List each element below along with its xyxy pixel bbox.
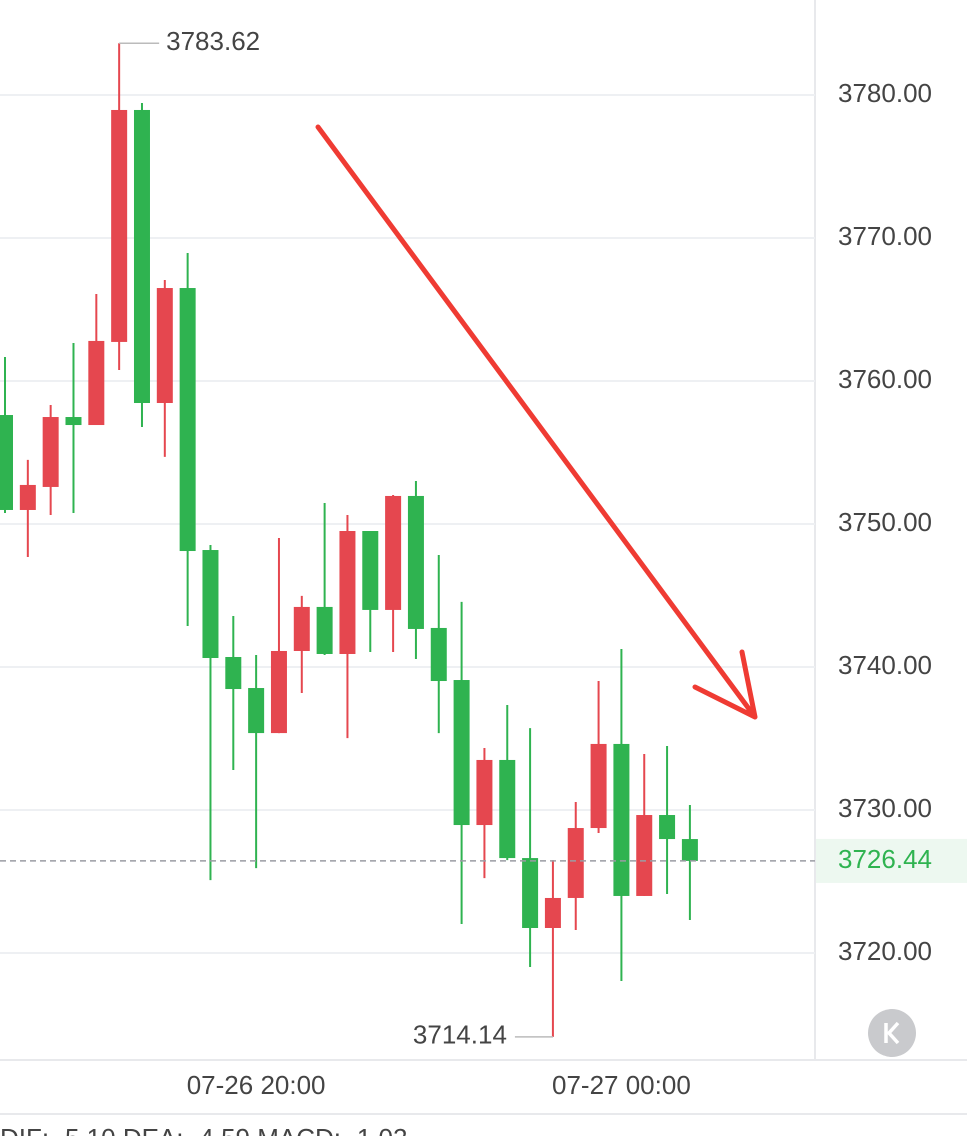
grid: 3720.00 3730.00 3740.00 3750.00 3760.00 3770.… (0, 78, 932, 1100)
candle-body (544, 897, 561, 929)
candles: 3726.44 3783.62 3714.14 (0, 26, 967, 1050)
y-tick-label: 3720.00 (838, 936, 932, 966)
candle-body (659, 815, 676, 840)
candle-body (248, 688, 265, 734)
candle-body (453, 680, 470, 826)
x-tick-label: 07-27 00:00 (552, 1070, 691, 1100)
y-tick-label: 3740.00 (838, 650, 932, 680)
candle-body (42, 417, 59, 487)
candle-body (316, 606, 333, 654)
candle-body (636, 815, 653, 896)
candle-body (88, 340, 105, 426)
candle-body (156, 288, 173, 404)
low-label: 3714.14 (413, 1020, 507, 1050)
candle-body (0, 415, 13, 510)
candle-body (179, 288, 196, 552)
candle-body (385, 495, 402, 610)
y-tick-label: 3770.00 (838, 221, 932, 251)
scroll-icon (884, 1021, 900, 1045)
candle-body (407, 495, 424, 629)
candle-body (202, 550, 219, 658)
candle-body (293, 606, 310, 651)
y-tick-label: 3750.00 (838, 507, 932, 537)
candle-body (567, 828, 584, 898)
last-price-box (816, 838, 967, 883)
candle-body (19, 484, 36, 510)
candle-body (270, 650, 287, 734)
candle-body (476, 759, 493, 826)
candle-body (681, 839, 698, 861)
high-label: 3783.62 (166, 26, 260, 56)
last-price-label: 3726.44 (838, 844, 932, 874)
candle-body (613, 743, 630, 896)
candle-body (522, 858, 539, 929)
candle-body (339, 531, 356, 654)
candle-body (225, 656, 242, 690)
y-tick-label: 3780.00 (838, 78, 932, 108)
y-tick-label: 3760.00 (838, 364, 932, 394)
trend-arrow (315, 124, 758, 720)
candle-body (590, 743, 607, 829)
y-tick-label: 3730.00 (838, 793, 932, 823)
x-tick-label: 07-26 20:00 (187, 1070, 326, 1100)
indicator-text: DIF: -5.10 DEA: -4.59 MACD: -1.02 (0, 1123, 407, 1136)
candle-body (133, 109, 150, 404)
candle-body (499, 759, 516, 859)
candle-body (430, 627, 447, 682)
candle-body (65, 417, 82, 426)
candle-body (111, 109, 128, 342)
candle-body (362, 531, 379, 610)
scroll-button[interactable] (868, 1009, 916, 1057)
